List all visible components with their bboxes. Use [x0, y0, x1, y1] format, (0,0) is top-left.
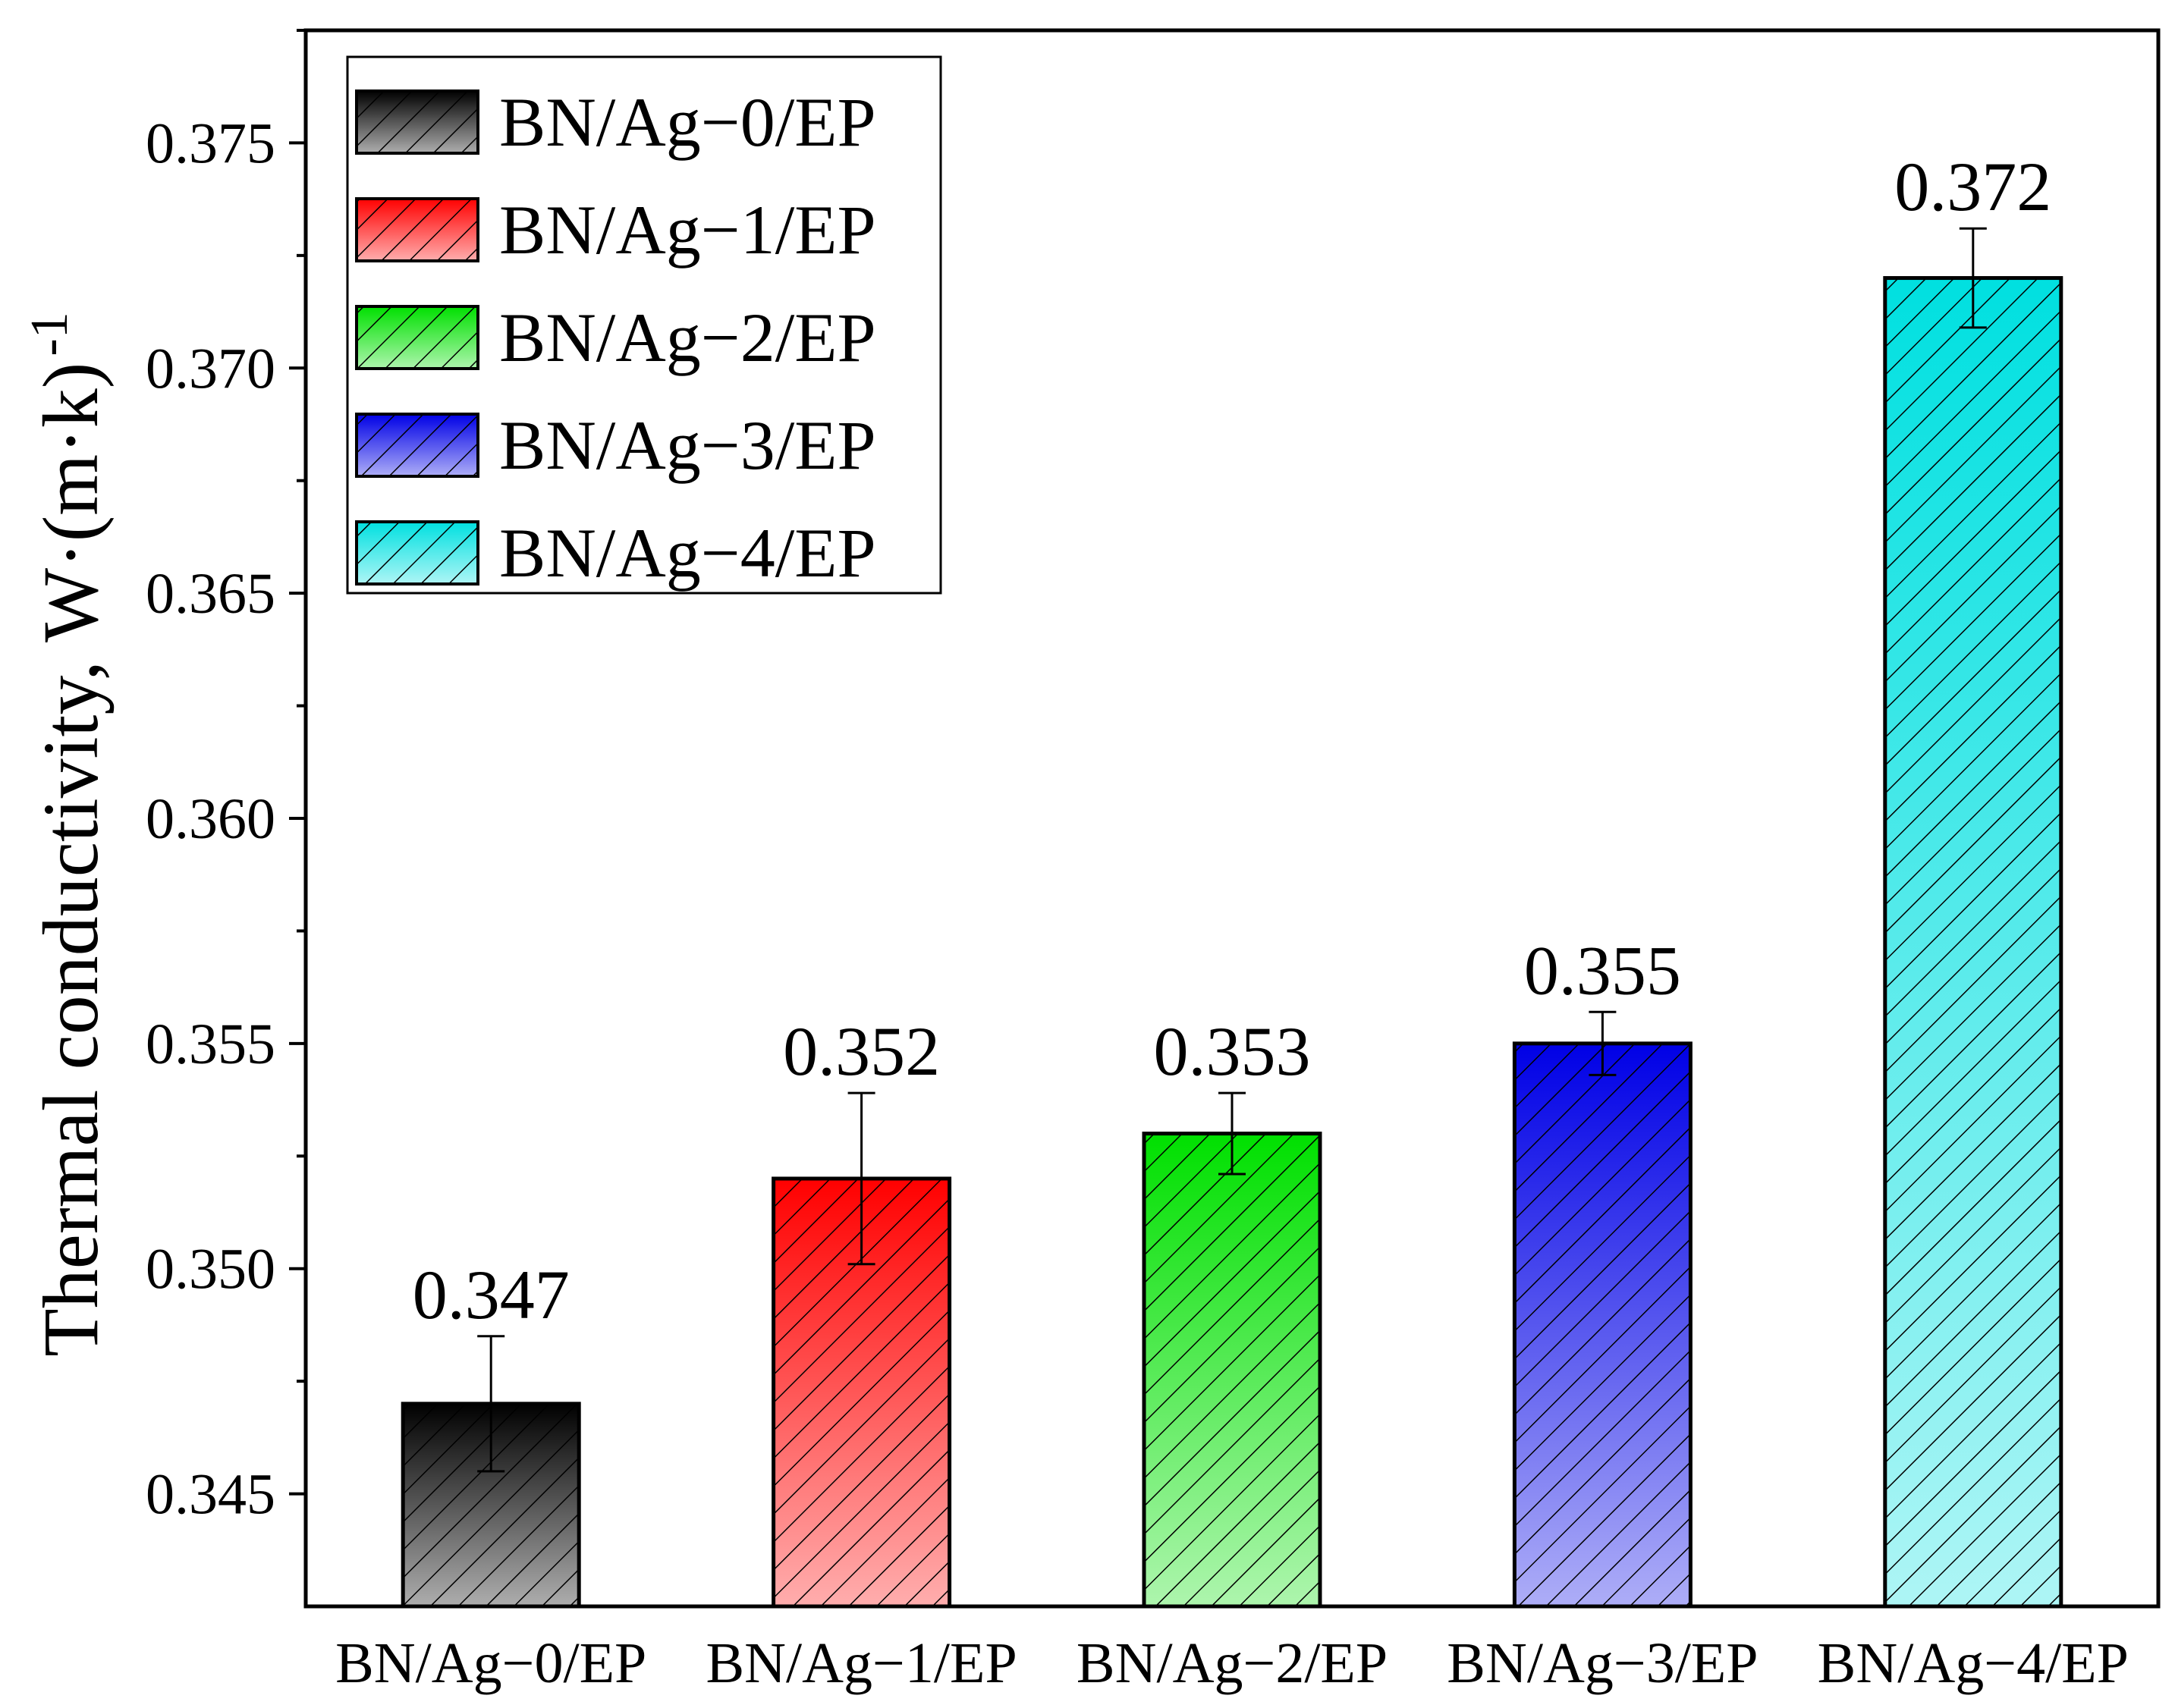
- bar-bn-ag-2-ep: [1142, 1132, 1322, 1609]
- value-label-bn-ag-0-ep: 0.347: [413, 1256, 570, 1333]
- legend-item-bn-ag-1-ep: BN/Ag−1/EP: [355, 191, 876, 268]
- y-tick-label: 0.365: [146, 562, 275, 626]
- error-bar-bn-ag-3-ep: [1589, 1010, 1617, 1076]
- legend-label: BN/Ag−0/EP: [499, 83, 876, 161]
- y-tick-label: 0.350: [146, 1238, 275, 1301]
- legend-item-bn-ag-4-ep: BN/Ag−4/EP: [355, 514, 876, 592]
- error-bar-bn-ag-0-ep: [477, 1335, 505, 1473]
- legend-label: BN/Ag−1/EP: [499, 191, 876, 268]
- x-tick-label-bn-ag-2-ep: BN/Ag−2/EP: [1076, 1631, 1388, 1695]
- legend-item-bn-ag-3-ep: BN/Ag−3/EP: [355, 407, 876, 484]
- legend-label: BN/Ag−4/EP: [499, 514, 876, 592]
- error-bar-bn-ag-1-ep: [847, 1091, 875, 1266]
- y-tick-label: 0.375: [146, 111, 275, 175]
- error-bar-bn-ag-4-ep: [1959, 227, 1987, 329]
- value-labels-layer: 0.347 0.352 0.353 0.355 0.372: [413, 148, 2052, 1333]
- y-tick-label: 0.360: [146, 787, 275, 851]
- bars-layer: [401, 276, 2063, 1609]
- x-tick-label-bn-ag-1-ep: BN/Ag−1/EP: [706, 1631, 1017, 1695]
- y-tick-label: 0.345: [146, 1463, 275, 1527]
- x-tick-label-bn-ag-3-ep: BN/Ag−3/EP: [1447, 1631, 1758, 1695]
- error-bar-bn-ag-2-ep: [1218, 1091, 1246, 1176]
- value-label-bn-ag-1-ep: 0.352: [783, 1013, 940, 1090]
- x-tick-label-bn-ag-0-ep: BN/Ag−0/EP: [335, 1631, 646, 1695]
- legend-item-bn-ag-0-ep: BN/Ag−0/EP: [355, 83, 876, 161]
- x-tick-label-bn-ag-4-ep: BN/Ag−4/EP: [1818, 1631, 2129, 1695]
- legend-label: BN/Ag−2/EP: [499, 299, 876, 376]
- y-axis-title: Thermal conductivity, W·(m·k)-1: [20, 312, 115, 1356]
- y-tick-label: 0.355: [146, 1013, 275, 1076]
- bar-bn-ag-3-ep: [1512, 1041, 1693, 1609]
- value-label-bn-ag-3-ep: 0.355: [1524, 931, 1681, 1009]
- legend: BN/Ag−0/EP BN/Ag−1/EP BN/Ag−2/EP BN/Ag−3/EP…: [346, 55, 942, 595]
- value-label-bn-ag-4-ep: 0.372: [1894, 148, 2051, 225]
- legend-label: BN/Ag−3/EP: [499, 407, 876, 484]
- y-tick-label: 0.370: [146, 337, 275, 400]
- error-bars-layer: [477, 227, 1987, 1473]
- legend-item-bn-ag-2-ep: BN/Ag−2/EP: [355, 299, 876, 376]
- value-label-bn-ag-2-ep: 0.353: [1154, 1013, 1311, 1090]
- bar-bn-ag-4-ep: [1883, 276, 2063, 1609]
- axes-layer: BN/Ag−0/EP BN/Ag−1/EP BN/Ag−2/EP BN/Ag−3/EP…: [146, 28, 2161, 1695]
